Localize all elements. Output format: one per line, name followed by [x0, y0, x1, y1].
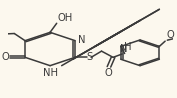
Text: OH: OH	[58, 13, 73, 23]
Text: H: H	[124, 42, 132, 52]
Text: S: S	[86, 52, 92, 62]
Text: O: O	[104, 68, 112, 78]
Text: N: N	[78, 35, 85, 45]
Text: O: O	[167, 30, 175, 40]
Text: N: N	[120, 44, 128, 54]
Text: NH: NH	[43, 68, 58, 78]
Text: O: O	[2, 52, 9, 62]
